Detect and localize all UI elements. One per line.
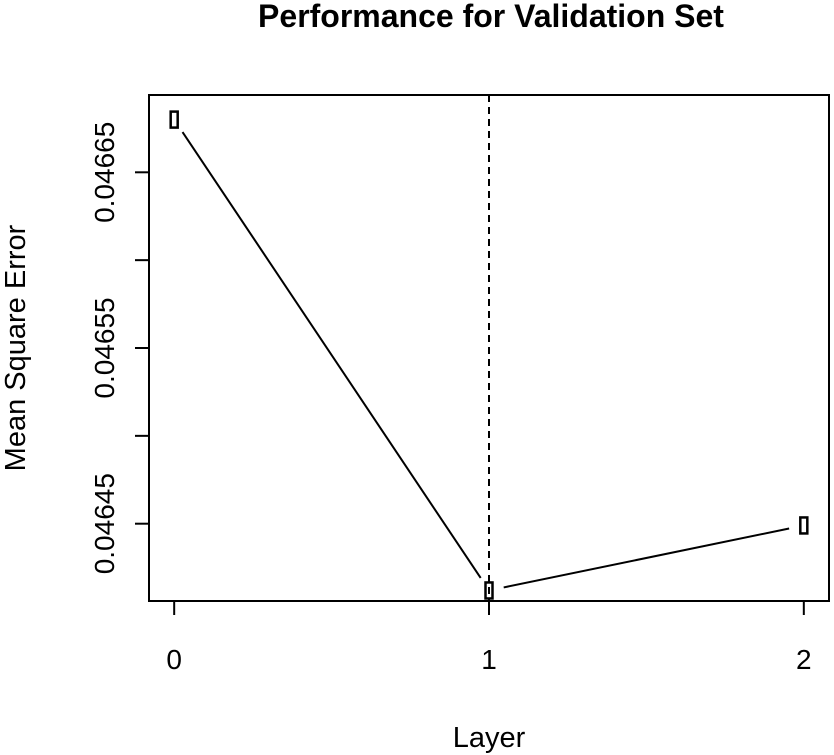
data-point: [484, 581, 494, 600]
y-tick-label: 0.04665: [89, 122, 120, 223]
y-tick-label: 0.04655: [89, 297, 120, 398]
x-tick-label: 1: [481, 644, 497, 675]
series-segment: [503, 527, 790, 589]
x-axis-label: Layer: [453, 722, 526, 754]
data-point: [799, 516, 809, 535]
x-tick-label: 2: [796, 644, 812, 675]
y-tick-label: 0.04645: [89, 473, 120, 574]
chart-title: Performance for Validation Set: [258, 0, 724, 34]
series-group: [181, 131, 790, 589]
series-segment: [181, 131, 482, 579]
y-axis: 0.04645 0.04655 0.04665: [89, 122, 149, 574]
data-point: [169, 110, 179, 129]
y-axis-label: Mean Square Error: [0, 224, 32, 471]
markers-group: [169, 110, 809, 600]
x-axis: 0 1 2: [166, 601, 812, 675]
x-tick-label: 0: [166, 644, 182, 675]
